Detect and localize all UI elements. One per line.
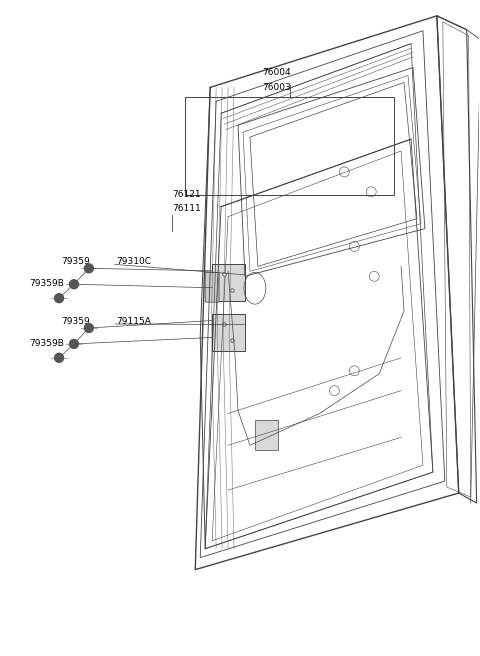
Text: 79359B: 79359B: [29, 339, 64, 348]
Circle shape: [70, 279, 78, 289]
Text: 79359B: 79359B: [29, 279, 64, 288]
Circle shape: [84, 323, 93, 333]
Circle shape: [55, 294, 63, 302]
Circle shape: [70, 339, 78, 348]
Text: 79359: 79359: [61, 257, 90, 266]
Polygon shape: [212, 264, 245, 301]
Text: 79115A: 79115A: [116, 317, 151, 326]
Polygon shape: [212, 314, 245, 351]
Text: 79310C: 79310C: [116, 257, 151, 266]
Text: 79359: 79359: [61, 317, 90, 326]
Text: 76121: 76121: [172, 190, 201, 199]
Text: 76111: 76111: [172, 203, 201, 213]
Text: 76004: 76004: [262, 68, 290, 77]
Circle shape: [55, 354, 63, 362]
Circle shape: [84, 264, 93, 273]
FancyBboxPatch shape: [205, 272, 219, 302]
Text: 76003: 76003: [262, 83, 290, 92]
Polygon shape: [255, 420, 278, 450]
Bar: [185, 97, 394, 195]
